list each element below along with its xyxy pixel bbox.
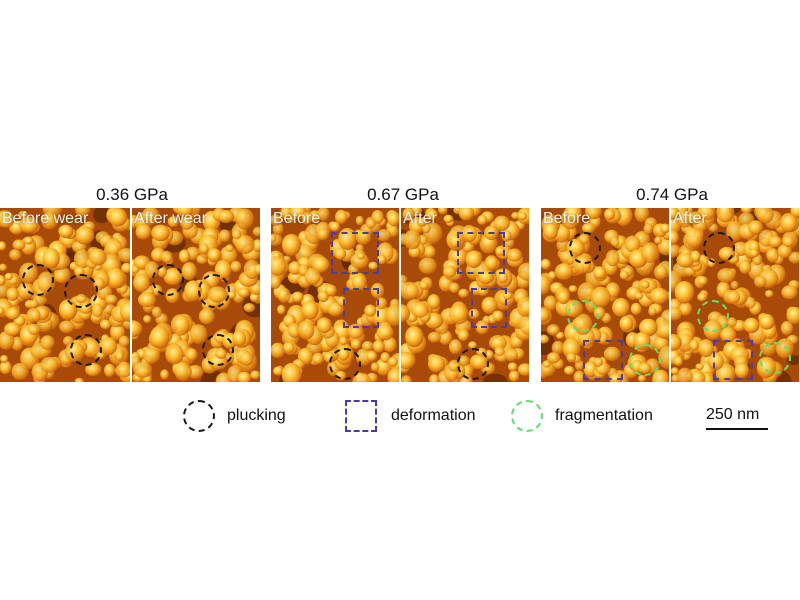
micrograph-074-after: After	[671, 208, 799, 382]
micrograph-067-before: Before	[271, 208, 399, 382]
plucking-marker	[329, 348, 361, 380]
panel-label: After wear	[134, 210, 207, 227]
fragmentation-marker	[629, 344, 661, 376]
micrograph-036-before: Before wear	[0, 208, 130, 382]
plucking-marker	[703, 232, 735, 264]
legend-label: deformation	[391, 407, 476, 424]
deformation-marker	[343, 288, 379, 328]
micrograph-036-after: After wear	[132, 208, 260, 382]
afm-texture	[401, 208, 529, 382]
deformation-marker	[583, 340, 623, 380]
scale-bar-label: 250 nm	[706, 406, 760, 423]
group-title-074: 0.74 GPa	[636, 185, 708, 204]
legend-label: plucking	[227, 407, 286, 424]
afm-texture	[132, 208, 260, 382]
plucking-marker	[198, 274, 230, 308]
plucking-marker	[457, 348, 489, 380]
fragmentation-legend-icon	[511, 400, 543, 432]
fragmentation-marker	[567, 300, 599, 332]
panel-label: After	[673, 210, 707, 227]
afm-texture	[0, 208, 130, 382]
panel-label: After	[403, 210, 437, 227]
plucking-marker	[202, 334, 234, 366]
micrograph-067-after: After	[401, 208, 529, 382]
scale-bar	[706, 428, 768, 430]
deformation-marker	[457, 232, 505, 274]
panel-label: Before wear	[2, 210, 89, 227]
deformation-marker	[331, 232, 379, 274]
panel-label: Before	[273, 210, 321, 227]
deformation-marker	[471, 288, 507, 328]
plucking-marker	[152, 264, 184, 296]
deformation-legend-icon	[345, 400, 377, 432]
plucking-legend-icon	[183, 400, 215, 432]
fragmentation-marker	[759, 342, 791, 374]
afm-texture	[671, 208, 799, 382]
panel-label: Before	[543, 210, 591, 227]
deformation-marker	[713, 340, 753, 380]
plucking-marker	[569, 232, 601, 264]
fragmentation-marker	[697, 300, 729, 332]
micrograph-074-before: Before	[541, 208, 669, 382]
group-title-067: 0.67 GPa	[367, 185, 439, 204]
group-title-036: 0.36 GPa	[96, 185, 168, 204]
legend-label: fragmentation	[555, 407, 653, 424]
plucking-marker	[22, 264, 54, 296]
plucking-marker	[70, 334, 102, 366]
plucking-marker	[64, 274, 98, 308]
